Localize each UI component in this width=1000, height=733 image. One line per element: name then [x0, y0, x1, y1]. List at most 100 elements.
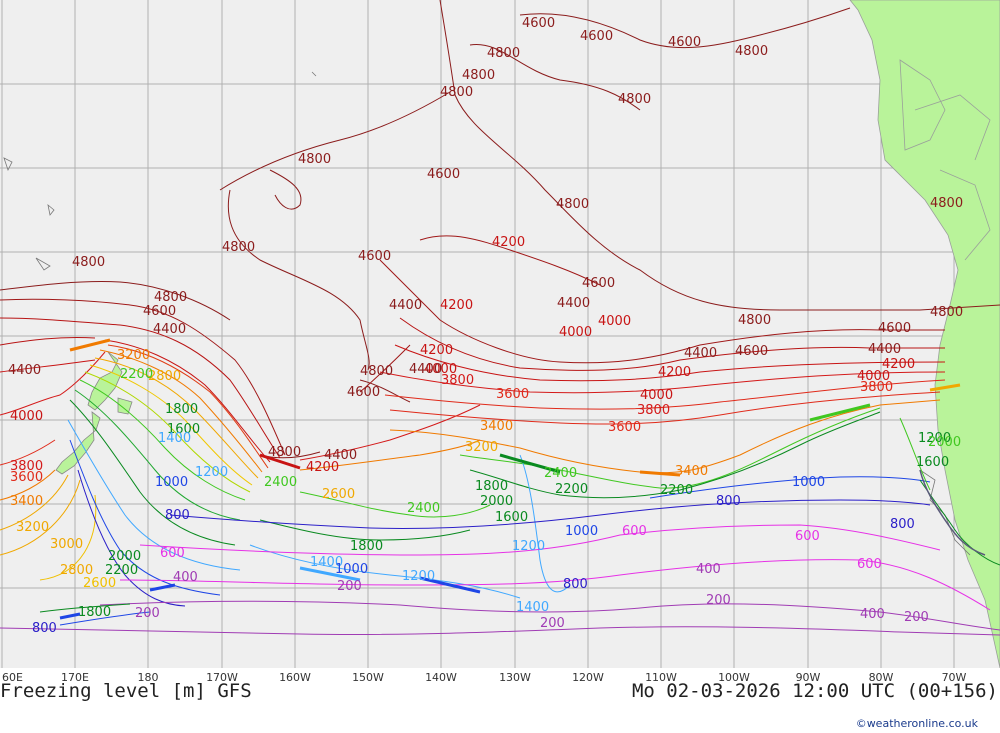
contour-label: 3600 — [608, 420, 641, 435]
contour-label: 3400 — [480, 419, 513, 434]
contour-label: 4800 — [618, 92, 651, 107]
contour-label: 1000 — [565, 524, 598, 539]
footer — [0, 668, 1000, 733]
contour-label: 4800 — [462, 68, 495, 83]
contour-label: 400 — [696, 562, 721, 577]
contours-4000 — [0, 351, 946, 461]
contour-label: 600 — [160, 546, 185, 561]
contour-label: 4200 — [306, 460, 339, 475]
contour-label: 4200 — [658, 365, 691, 380]
contour-label: 3600 — [496, 387, 529, 402]
contour-label: 1200 — [918, 431, 951, 446]
contour-label: 1800 — [78, 605, 111, 620]
contour-label: 4200 — [420, 343, 453, 358]
lon-tick: 130W — [499, 671, 531, 684]
land-south-america — [849, 0, 1000, 668]
contour-label: 2200 — [660, 483, 693, 498]
contour-label: 1400 — [158, 431, 191, 446]
jet-highlights — [59, 338, 961, 620]
contour-label: 1200 — [195, 465, 228, 480]
contour-label: 800 — [165, 508, 190, 523]
contour-label: 2800 — [148, 369, 181, 384]
lon-tick: 120W — [572, 671, 604, 684]
contour-label: 4600 — [427, 167, 460, 182]
contour-label: 2400 — [407, 501, 440, 516]
contour-label: 1800 — [475, 479, 508, 494]
contour-label: 1000 — [335, 562, 368, 577]
contour-label: 3000 — [50, 537, 83, 552]
contour-label: 2600 — [322, 487, 355, 502]
contour-labels: 4600 4800 4600 4800 4800 4800 4800 4800 … — [8, 16, 963, 636]
contour-label: 4200 — [492, 235, 525, 250]
forecast-datetime: Mo 02-03-2026 12:00 UTC (00+156) — [631, 680, 998, 702]
contour-label: 2200 — [120, 367, 153, 382]
contours-frontal-zone — [67, 339, 271, 607]
contours-3800-3600 — [0, 379, 946, 466]
contour-label: 4800 — [440, 85, 473, 100]
contour-label: 800 — [563, 577, 588, 592]
contour-label: 4600 — [878, 321, 911, 336]
freezing-level-map[interactable]: 4600 4800 4600 4800 4800 4800 4800 4800 … — [0, 0, 1000, 668]
contour-label: 3600 — [10, 470, 43, 485]
contour-label: 800 — [890, 517, 915, 532]
lon-tick: 80W — [868, 671, 894, 684]
contour-label: 1000 — [792, 475, 825, 490]
contour-label: 3800 — [860, 380, 893, 395]
lon-tick: 90W — [795, 671, 821, 684]
contour-label: 4800 — [930, 305, 963, 320]
map-title: Freezing level [m] GFS — [0, 680, 252, 702]
contour-label: 600 — [622, 524, 647, 539]
contour-label: 4800 — [222, 240, 255, 255]
contours-4600 — [0, 235, 945, 456]
contour-label: 4400 — [324, 448, 357, 463]
contour-label: 4800 — [930, 196, 963, 211]
lon-tick: 160W — [279, 671, 311, 684]
lon-tick: 170W — [206, 671, 238, 684]
contour-label: 1400 — [516, 600, 549, 615]
contour-label: 4600 — [668, 35, 701, 50]
contour-label: 4000 — [10, 409, 43, 424]
contour-label: 4800 — [72, 255, 105, 270]
contour-label: 4400 — [557, 296, 590, 311]
contour-label: 4600 — [580, 29, 613, 44]
contour-label: 2200 — [555, 482, 588, 497]
contour-label: 4400 — [684, 346, 717, 361]
contour-label: 2000 — [928, 435, 961, 450]
contour-label: 4200 — [440, 298, 473, 313]
contour-label: 1600 — [916, 455, 949, 470]
contour-label: 2800 — [60, 563, 93, 578]
contour-label: 400 — [173, 570, 198, 585]
contour-label: 2600 — [83, 576, 116, 591]
contour-label: 2200 — [105, 563, 138, 578]
contour-label: 4400 — [8, 363, 41, 378]
contour-label: 1600 — [495, 510, 528, 525]
contour-label: 3400 — [675, 464, 708, 479]
graticule — [0, 0, 1000, 668]
contour-label: 200 — [337, 579, 362, 594]
contour-label: 4800 — [735, 44, 768, 59]
contour-label: 4000 — [640, 388, 673, 403]
contour-label: 3400 — [10, 494, 43, 509]
contour-label: 4600 — [582, 276, 615, 291]
contour-label: 2000 — [108, 549, 141, 564]
lon-tick: 100W — [718, 671, 750, 684]
contour-label: 4800 — [556, 197, 589, 212]
contour-label: 800 — [32, 621, 57, 636]
contours-4200 — [0, 344, 946, 382]
lon-tick: 60E — [2, 671, 23, 684]
contour-label: 3800 — [637, 403, 670, 418]
contour-label: 4000 — [424, 362, 457, 377]
contours-4400 — [0, 317, 945, 459]
contour-label: 200 — [706, 593, 731, 608]
contour-label: 4400 — [409, 362, 442, 377]
contour-label: 4600 — [522, 16, 555, 31]
contour-label: 4000 — [559, 325, 592, 340]
contour-label: 4400 — [868, 342, 901, 357]
map-canvas: 4600 4800 4600 4800 4800 4800 4800 4800 … — [0, 0, 1000, 668]
contour-label: 4800 — [298, 152, 331, 167]
contour-label: 1000 — [155, 475, 188, 490]
contour-label: 3800 — [10, 459, 43, 474]
credit-link[interactable]: ©weatheronline.co.uk — [855, 717, 978, 730]
contour-label: 3200 — [465, 440, 498, 455]
contour-label: 400 — [860, 607, 885, 622]
